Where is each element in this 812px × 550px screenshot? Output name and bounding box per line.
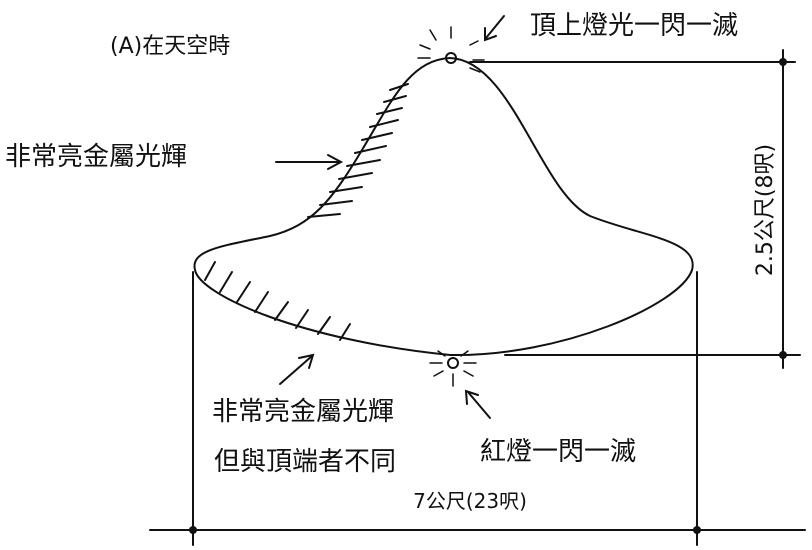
height-label: 2.5公尺(8呎)	[753, 144, 778, 276]
width-label: 7公尺(23呎)	[413, 489, 527, 513]
ufo-outline	[193, 56, 801, 357]
upper-surface-label: 非常亮金屬光輝	[5, 142, 187, 172]
lower-surface-label: 但與頂端者不同	[214, 447, 396, 477]
lights	[417, 26, 485, 387]
top-light-label: 頂上燈光一閃一滅	[530, 11, 738, 41]
title: (A)在天空時	[110, 34, 230, 59]
red-light-label: 紅燈一閃一滅	[480, 437, 636, 467]
lower-surface-label: 非常亮金屬光輝	[212, 397, 394, 427]
arrows	[275, 15, 505, 419]
hatching	[204, 83, 409, 341]
dimension-dots	[189, 58, 787, 534]
